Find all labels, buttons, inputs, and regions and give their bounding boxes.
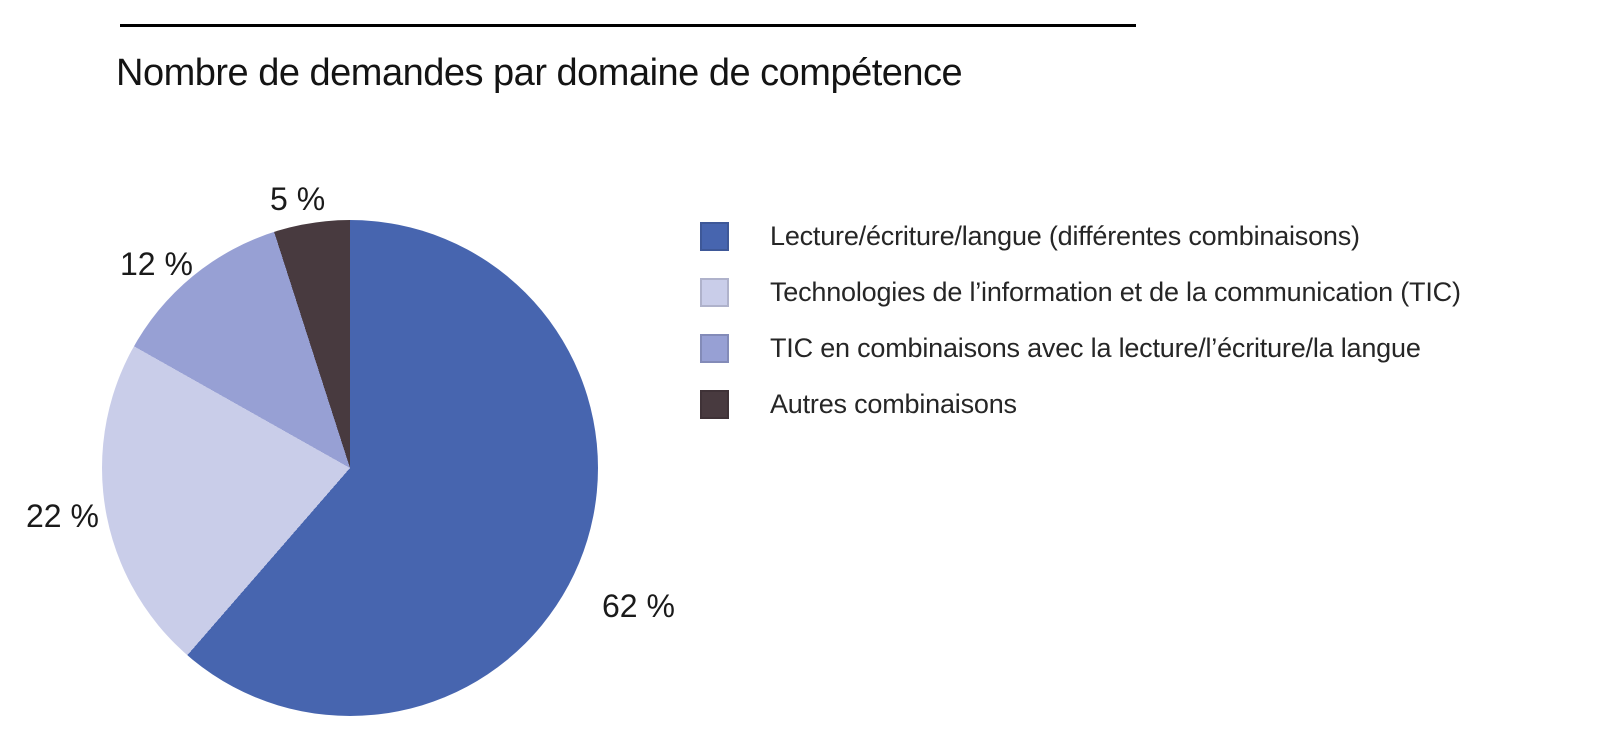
legend: Lecture/écriture/langue (différentes com… [700,221,1461,446]
legend-swatch [700,222,729,251]
pie-value-label-3: 12 % [120,246,193,282]
pie-value-label-2: 22 % [26,498,99,534]
pie [102,220,598,716]
pie-value-label-1: 62 % [602,588,675,624]
legend-swatch [700,390,729,419]
legend-swatch [700,334,729,363]
legend-item: Autres combinaisons [700,389,1461,419]
title-rule [120,24,1136,27]
chart-title: Nombre de demandes par domaine de compét… [116,52,963,94]
pie-value-label-4: 5 % [270,181,326,217]
legend-label: Lecture/écriture/langue (différentes com… [770,221,1360,251]
legend-label: TIC en combinaisons avec la lecture/l’éc… [770,333,1421,363]
legend-item: TIC en combinaisons avec la lecture/l’éc… [700,333,1461,363]
legend-label: Autres combinaisons [770,389,1017,419]
legend-swatch [700,278,729,307]
legend-item: Lecture/écriture/langue (différentes com… [700,221,1461,251]
legend-item: Technologies de l’information et de la c… [700,277,1461,307]
legend-label: Technologies de l’information et de la c… [770,277,1461,307]
